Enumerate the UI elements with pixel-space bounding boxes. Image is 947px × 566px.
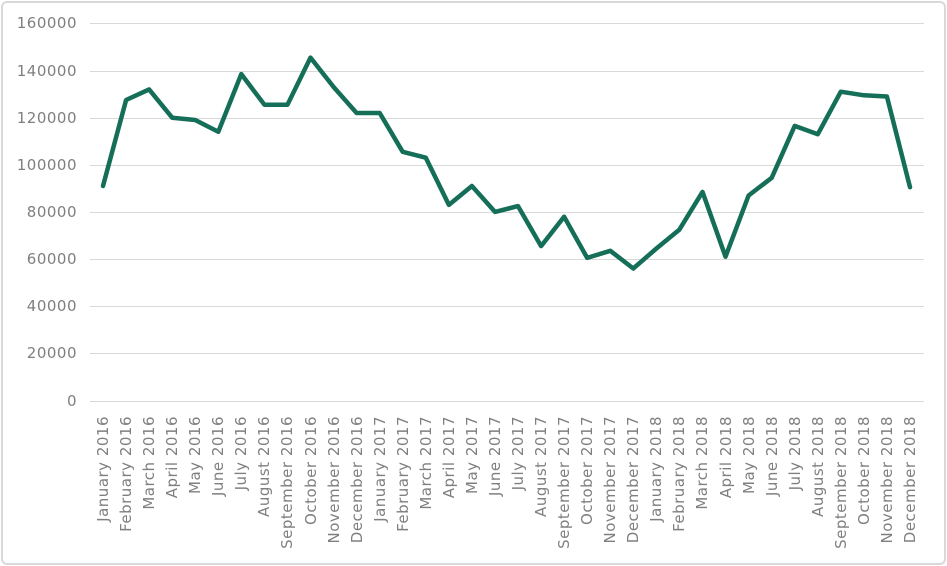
x-axis-tick-label: July 2017 [509, 416, 528, 491]
y-axis-tick-label: 160000 [16, 14, 77, 33]
x-axis-tick-label: March 2017 [416, 416, 435, 510]
x-axis-tick-label: December 2016 [347, 416, 366, 544]
y-axis-tick-label: 140000 [16, 61, 77, 80]
x-axis-tick-label: March 2016 [140, 416, 159, 510]
x-axis-tick-label: May 2017 [462, 416, 481, 494]
y-axis-tick-label: 40000 [26, 297, 77, 316]
x-axis-tick-label: December 2018 [900, 416, 919, 544]
x-axis-tick-label: April 2018 [716, 416, 735, 499]
x-axis-tick-label: July 2016 [232, 416, 251, 491]
data-series-line [100, 55, 913, 271]
x-axis-tick-label: January 2016 [94, 416, 112, 522]
x-axis-tick-label: November 2018 [877, 416, 896, 544]
x-axis-tick-label: September 2017 [555, 416, 574, 549]
x-axis-tick-label: December 2017 [624, 416, 643, 544]
x-axis-tick-label: September 2016 [278, 416, 297, 549]
y-axis-tick-label: 100000 [16, 155, 77, 174]
x-axis-tick-label: June 2017 [485, 416, 504, 497]
x-axis-tick-label: June 2018 [762, 416, 781, 497]
x-axis-tick-label: July 2018 [785, 416, 804, 491]
x-axis-tick-label: October 2018 [854, 416, 873, 525]
x-axis-tick-label: October 2017 [578, 416, 597, 525]
x-axis-tick-label: August 2016 [255, 416, 274, 517]
x-axis-tick-label: November 2016 [324, 416, 343, 544]
x-axis-tick-label: February 2016 [117, 416, 136, 532]
x-axis-tick-label: May 2016 [186, 416, 205, 494]
x-axis-tick-label: June 2016 [209, 416, 228, 497]
x-axis-tick-label: February 2017 [393, 416, 412, 532]
x-axis-tick-label: September 2018 [831, 416, 850, 549]
x-axis-tick-label: April 2017 [439, 416, 458, 499]
y-axis-tick-label: 120000 [16, 108, 77, 127]
x-axis-tick-label: February 2018 [670, 416, 689, 532]
x-axis-tick-label: March 2018 [693, 416, 712, 510]
y-axis-tick-label: 80000 [26, 202, 77, 221]
x-axis-tick-label: January 2017 [370, 416, 389, 522]
x-axis-tick-label: January 2018 [647, 416, 666, 522]
x-axis-tick-label: April 2016 [163, 416, 182, 499]
y-axis-tick-label: 0 [66, 391, 77, 410]
y-axis-tick-label: 60000 [26, 250, 77, 269]
x-axis-tick-label: August 2018 [808, 416, 827, 517]
x-axis-tick-label: November 2017 [601, 416, 620, 544]
x-axis-tick-label: October 2016 [301, 416, 320, 525]
y-axis-tick-label: 20000 [26, 344, 77, 363]
x-axis-tick-label: August 2017 [532, 416, 551, 517]
x-axis-tick-label: May 2018 [739, 416, 758, 494]
